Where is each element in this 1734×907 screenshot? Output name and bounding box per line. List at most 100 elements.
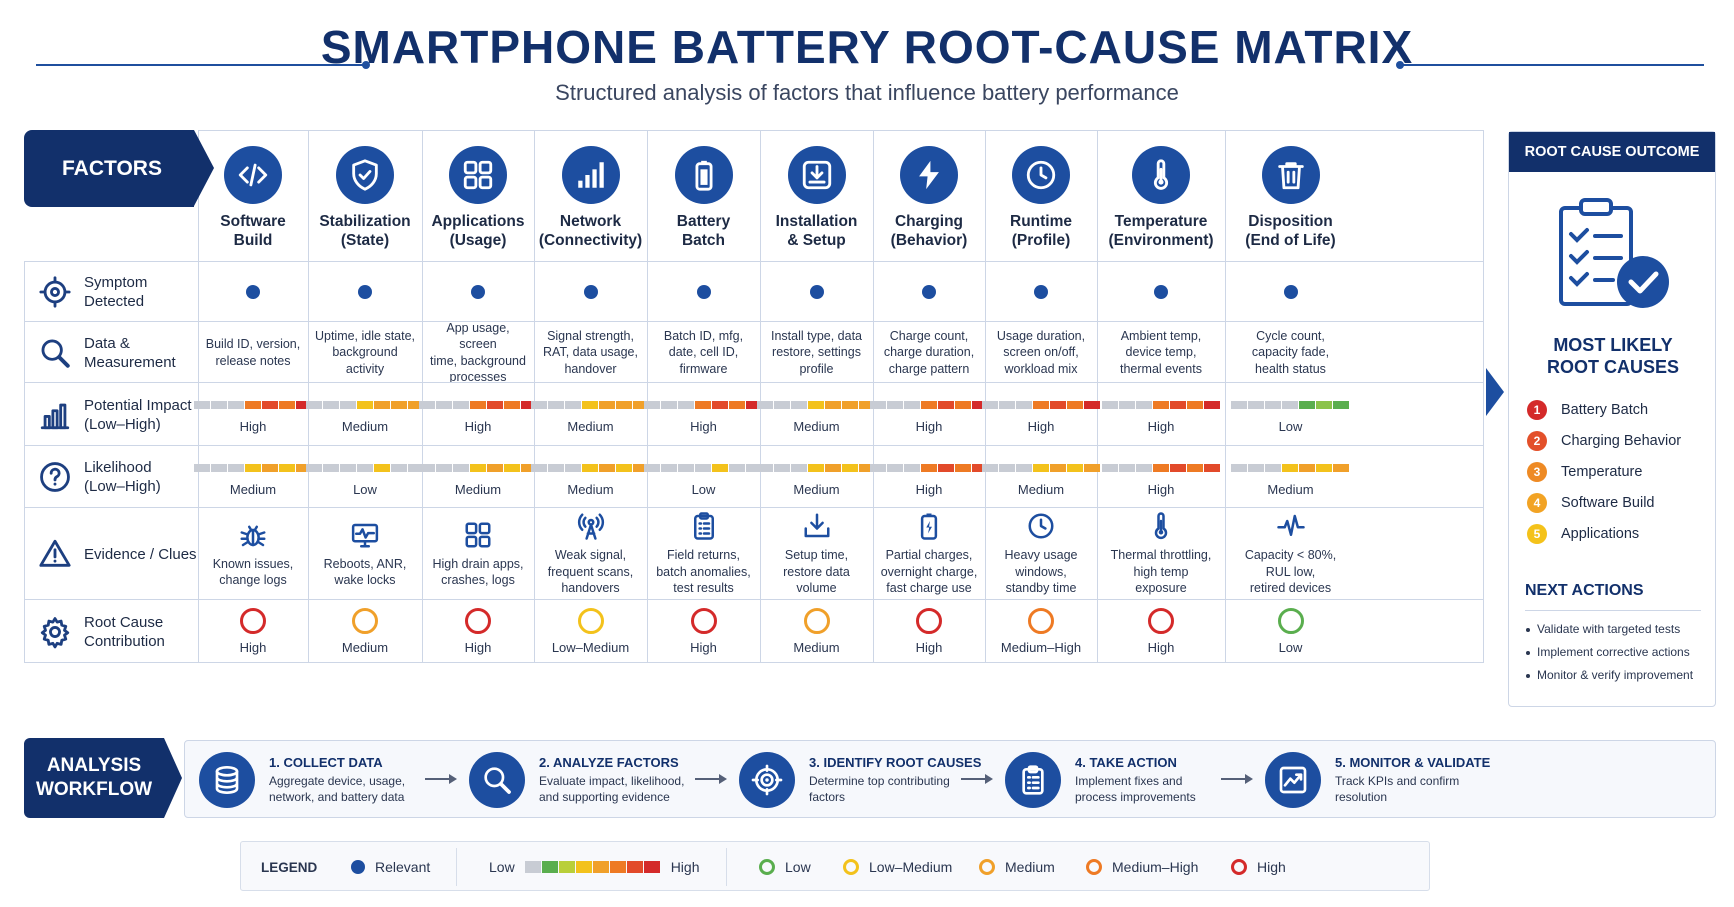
cell-divider [873,508,874,600]
likelihood-level-label: Medium [793,481,840,497]
cell-divider [1097,383,1098,446]
matrix-cell: Install type, data restore, settings profi… [760,322,873,383]
bar-segment [1101,401,1118,409]
bar-segment [599,463,615,472]
impact-level-bar [981,401,1101,409]
evidence-text: Reboots, ANR, wake locks [323,556,407,588]
impact-level-bar [869,401,989,409]
bar-segment [1248,401,1264,409]
legend-ring-icon [1231,859,1247,875]
cause-rank-badge: 2 [1527,430,1547,451]
cell-divider [760,446,761,508]
workflow-arrow-icon [425,774,457,784]
likelihood-level-bar [981,463,1101,472]
cell-divider [1097,600,1098,663]
cause-label: Applications [1561,525,1640,542]
bar-segment [825,463,841,472]
cell-divider [308,383,309,446]
workflow-banner: ANALYSIS WORKFLOW [24,738,182,818]
relevant-dot-icon [1283,284,1298,299]
bar-segment [1101,463,1118,472]
evidence-text: Weak signal, frequent scans, handovers [547,548,634,596]
likelihood-level-bar [418,463,538,472]
bar-segment [695,401,711,409]
matrix-cell: Medium [760,600,873,663]
bar-segment [981,401,998,409]
likelihood-level-label: Low [691,481,716,497]
cell-divider [198,261,199,322]
workflow-step-title: 4. TAKE ACTION [1075,755,1177,770]
next-actions-title: NEXT ACTIONS [1525,582,1644,599]
bar-segment [418,401,435,409]
bar-segment [1015,401,1032,409]
pulse-line-icon [1276,511,1306,541]
matrix-cell: Medium [308,600,422,663]
cell-divider [873,322,874,383]
column-header-label: Disposition (End of Life) [1245,213,1336,249]
bar-segment [531,463,547,472]
cell-divider [422,322,423,383]
workflow-step-desc: Aggregate device, usage, network, and bat… [269,774,406,804]
page-subtitle: Structured analysis of factors that infl… [555,80,1179,105]
column-header: Software Build [198,130,308,261]
cell-divider [647,446,648,508]
matrix-cell: Thermal throttling, high temp exposure [1097,508,1225,600]
column-header-label: Software Build [220,213,286,249]
bar-segment [295,401,312,409]
evidence-text: Known issues, change logs [212,556,294,588]
cell-divider [198,322,199,383]
cell-divider [1097,508,1098,600]
relevant-dot-icon [1034,284,1048,299]
column-header: Runtime (Profile) [985,130,1097,261]
cell-divider [760,383,761,446]
bar-segment [548,463,564,472]
bar-segment [210,463,227,472]
bar-segment [407,463,424,472]
bar-segment [869,401,886,409]
cell-divider [1225,383,1226,446]
next-action-item: Monitor & verify improvement [1525,664,1715,687]
bar-segment [1203,401,1220,409]
bar-segment [1135,463,1152,472]
cell-divider [647,261,648,322]
bar-segment [210,401,227,409]
contribution-ring-icon [1277,608,1304,634]
bar-segment [452,401,469,409]
cell-divider [534,508,535,600]
column-divider [647,130,648,261]
matrix-cell: High [644,383,762,446]
bar-segment [1135,401,1152,409]
cause-rank-badge: 1 [1527,399,1547,420]
trend-chart-icon [1265,752,1321,808]
impact-level-label: Medium [567,419,614,434]
clipboard-list-icon [689,511,719,541]
column-header-label: Applications (Usage) [431,213,525,249]
target-icon [739,752,795,808]
cell-divider [534,261,535,322]
workflow-step-desc: Implement fixes and process improvements [1075,774,1196,804]
outcome-arrow [1486,368,1504,416]
likelihood-level-bar [1101,463,1221,472]
matrix-cell: Medium [981,446,1100,508]
bar-segment [791,463,807,472]
contribution-ring-icon [577,608,604,634]
bar-segment [1186,463,1203,472]
bar-segment [548,401,564,409]
likelihood-level-bar [531,463,650,472]
likelihood-level-bar [193,463,313,472]
bar-segment [322,401,339,409]
legend-title: LEGEND [261,859,318,875]
bar-segment [1083,401,1100,409]
row-label-likelihood: Likelihood (Low–High) [24,446,198,508]
bar-segment [616,401,632,409]
likelihood-level-label: Medium [229,481,277,497]
relevant-dot-icon [1154,284,1168,299]
matrix-cell: High [193,383,312,446]
cell-divider [1225,261,1226,322]
bar-segment [903,463,920,472]
impact-level-label: High [239,419,267,434]
bar-segment [774,401,790,409]
impact-level-label: High [915,419,943,434]
legend-separator [726,848,727,886]
matrix-cell: Medium [531,446,650,508]
